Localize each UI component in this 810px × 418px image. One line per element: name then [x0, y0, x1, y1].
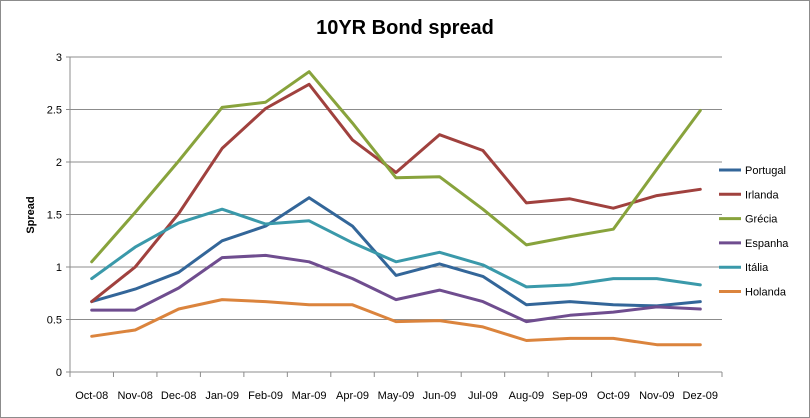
series-line-irlanda — [90, 82, 702, 304]
series-line-itália — [90, 207, 702, 289]
y-tick-label: 0 — [56, 367, 62, 379]
x-tick-label: Dec-08 — [161, 390, 196, 402]
x-tick-label: Nov-09 — [639, 390, 674, 402]
legend: Portugal Irlanda Grécia Espanha Itália Holand… — [719, 165, 789, 299]
x-tick-label: Oct-09 — [597, 390, 630, 402]
legend-label: Irlanda — [745, 189, 780, 201]
x-tick-label: Dez-09 — [683, 390, 718, 402]
x-tick-label: Mar-09 — [292, 390, 327, 402]
y-tick-label: 2.5 — [47, 105, 62, 117]
chart-title: 10YR Bond spread — [316, 17, 494, 39]
legend-label: Espanha — [745, 238, 789, 250]
legend-label: Itália — [745, 262, 769, 274]
legend-label: Grécia — [745, 214, 778, 226]
legend-label: Portugal — [745, 165, 786, 177]
y-tick-label: 0.5 — [47, 315, 62, 327]
y-axis-label: Spread — [25, 196, 37, 233]
series-line-holanda — [90, 298, 702, 347]
x-tick-label: Nov-08 — [117, 390, 152, 402]
y-tick-labels: 0 0.5 1 1.5 2 2.5 3 — [47, 52, 62, 379]
x-tick-label: May-09 — [378, 390, 415, 402]
x-tick-label: Feb-09 — [248, 390, 283, 402]
x-tick-label: Jul-09 — [468, 390, 498, 402]
y-tick-label: 3 — [56, 52, 62, 64]
x-tick-label: Sep-09 — [552, 390, 587, 402]
x-tick-label: Jun-09 — [423, 390, 457, 402]
y-tick-label: 1 — [56, 262, 62, 274]
legend-label: Holanda — [745, 287, 787, 299]
series-line-portugal — [90, 196, 702, 308]
series-line-grécia — [90, 70, 702, 264]
y-tick-label: 2 — [56, 157, 62, 169]
y-tick-label: 1.5 — [47, 210, 62, 222]
x-tick-label: Oct-08 — [75, 390, 108, 402]
x-tick-label: Aug-09 — [509, 390, 544, 402]
gridlines — [70, 56, 722, 320]
series-lines — [90, 70, 702, 347]
x-tick-label: Jan-09 — [205, 390, 239, 402]
x-tick-labels: Oct-08 Nov-08 Dec-08 Jan-09 Feb-09 Mar-09 Apr-… — [75, 390, 718, 402]
series-line-espanha — [90, 253, 702, 324]
axes — [66, 56, 723, 377]
x-tick-label: Apr-09 — [336, 390, 369, 402]
